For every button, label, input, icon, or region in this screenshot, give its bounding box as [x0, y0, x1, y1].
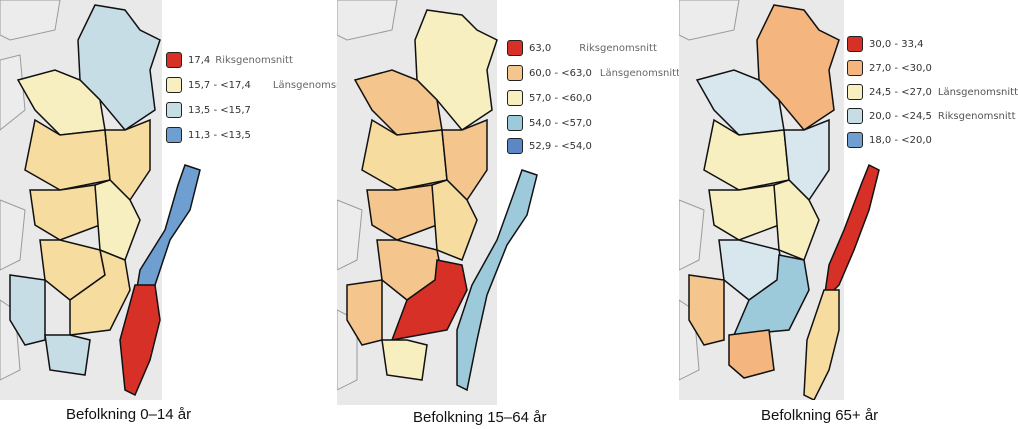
legend-item: 54,0 - <57,0: [507, 115, 592, 131]
legend-swatch: [166, 52, 182, 68]
legend-item: 11,3 - <13,5: [166, 127, 251, 143]
legend-range: 27,0 - <30,0: [869, 62, 932, 74]
legend-range: 57,0 - <60,0: [529, 92, 592, 104]
island-south: [803, 289, 840, 400]
map-panel-65: 30,0 - 33,4 27,0 - <30,0 24,5 - <27,0 Lä…: [679, 0, 1018, 429]
legend-range: 52,9 - <54,0: [529, 140, 592, 152]
legend-swatch: [166, 102, 182, 118]
legend-swatch: [847, 36, 863, 52]
legend-item: 24,5 - <27,0 Länsgenomsnitt: [847, 84, 1018, 100]
legend-range: 60,0 - <63,0: [529, 67, 592, 79]
legend-swatch: [507, 65, 523, 81]
legend-note: Länsgenomsnitt: [599, 67, 681, 79]
region-north: [756, 4, 840, 131]
map-15-64: [337, 0, 677, 405]
island: [456, 169, 538, 392]
region-s3: [381, 339, 428, 381]
map-0-14: [0, 0, 330, 400]
legend-swatch: [507, 40, 523, 56]
legend-item: 15,7 - <17,4 Länsgenomsnitt: [166, 77, 353, 93]
map-panel-0-14: 17,4 Riksgenomsnitt 15,7 - <17,4 Länsgen…: [0, 0, 353, 429]
legend-swatch: [847, 84, 863, 100]
region-nw: [353, 69, 443, 136]
legend-item: 27,0 - <30,0: [847, 60, 932, 76]
region-nw: [695, 69, 785, 136]
legend-swatch: [507, 138, 523, 154]
legend-item: 57,0 - <60,0: [507, 90, 592, 106]
legend-swatch: [507, 115, 523, 131]
legend-item: 30,0 - 33,4: [847, 36, 924, 52]
region-s2: [346, 279, 383, 346]
legend-range: 63,0: [529, 42, 552, 54]
legend-note: Riksgenomsnitt: [937, 110, 1016, 122]
legend-swatch: [847, 132, 863, 148]
legend-swatch: [847, 108, 863, 124]
map-65: [679, 0, 1018, 400]
legend-range: 15,7 - <17,4: [188, 79, 251, 91]
region-s1: [390, 259, 468, 341]
legend-item: 17,4 Riksgenomsnitt: [166, 52, 293, 68]
legend-note: Länsgenomsnitt: [937, 86, 1018, 98]
legend-swatch: [166, 77, 182, 93]
legend-item: 63,0 Riksgenomsnitt: [507, 40, 657, 56]
legend-range: 54,0 - <57,0: [529, 117, 592, 129]
region-s3: [728, 329, 775, 379]
legend-item: 18,0 - <20,0: [847, 132, 932, 148]
island-south: [119, 284, 161, 397]
legend-note: Riksgenomsnitt: [215, 54, 293, 66]
legend-range: 20,0 - <24,5: [869, 110, 932, 122]
legend-range: 17,4: [188, 54, 211, 66]
legend-swatch: [166, 127, 182, 143]
legend-note: Riksgenomsnitt: [579, 42, 657, 54]
legend-range: 30,0 - 33,4: [869, 38, 924, 50]
legend-note: Länsgenomsnitt: [272, 79, 354, 91]
region-nw: [16, 69, 106, 136]
legend-item: 20,0 - <24,5 Riksgenomsnitt: [847, 108, 1015, 124]
legend-swatch: [507, 90, 523, 106]
map-panel-15-64: 63,0 Riksgenomsnitt 60,0 - <63,0 Länsgen…: [337, 0, 680, 429]
legend-range: 13,5 - <15,7: [188, 104, 251, 116]
map-caption: Befolkning 65+ år: [761, 407, 879, 424]
legend-range: 11,3 - <13,5: [188, 129, 251, 141]
legend-item: 13,5 - <15,7: [166, 102, 251, 118]
region-s2: [688, 274, 725, 346]
region-s3: [44, 334, 91, 376]
legend-item: 52,9 - <54,0: [507, 138, 592, 154]
region-north: [414, 9, 498, 131]
region-north: [77, 4, 161, 131]
map-caption: Befolkning 15–64 år: [413, 409, 547, 426]
region-s2: [9, 274, 46, 346]
legend-range: 18,0 - <20,0: [869, 134, 932, 146]
legend-range: 24,5 - <27,0: [869, 86, 932, 98]
legend-swatch: [847, 60, 863, 76]
region-s1: [69, 248, 131, 336]
legend-item: 60,0 - <63,0 Länsgenomsnitt: [507, 65, 680, 81]
map-caption: Befolkning 0–14 år: [66, 406, 192, 423]
